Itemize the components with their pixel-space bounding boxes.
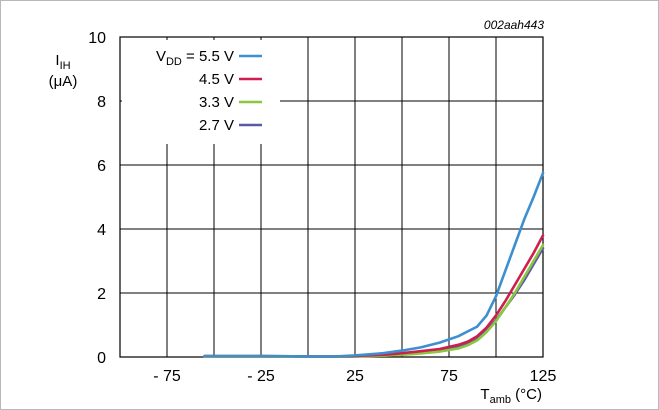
legend-label: VDD = 5.5 V	[156, 48, 234, 68]
x-axis-label-main: T	[480, 386, 489, 403]
series-line	[203, 243, 545, 358]
x-tick-label: - 75	[153, 368, 181, 385]
y-axis-label: IIH	[55, 52, 70, 72]
y-tick-label: 8	[97, 94, 106, 111]
y-tick-label: 2	[97, 286, 106, 303]
legend-prefix: V	[156, 48, 166, 65]
legend-prefix-equals: =	[182, 48, 199, 65]
y-axis-label-sub: IH	[60, 60, 71, 72]
legend-label: 3.3 V	[199, 94, 234, 111]
x-tick-label: 25	[346, 368, 364, 385]
figure-code: 002aah443	[484, 18, 544, 32]
x-axis-label-unit: (°C)	[511, 386, 542, 403]
y-axis-label-main: I	[55, 52, 59, 69]
legend-series-name: 4.5 V	[199, 71, 234, 88]
x-axis-tick-labels: - 75 - 25 25 75 125	[153, 368, 556, 385]
y-tick-label: 10	[88, 30, 106, 47]
series-line	[203, 171, 545, 358]
legend-prefix-sub: DD	[166, 56, 182, 68]
x-tick-label: 125	[530, 368, 557, 385]
x-tick-label: 75	[440, 368, 458, 385]
legend-series-name: 2.7 V	[199, 117, 234, 134]
legend-label: 2.7 V	[199, 117, 234, 134]
y-axis-unit: (μA)	[49, 73, 78, 90]
x-axis-label-sub: amb	[490, 394, 511, 406]
legend-series-name: 3.3 V	[199, 94, 234, 111]
y-tick-label: 4	[97, 222, 106, 239]
x-axis-label: Tamb (°C)	[480, 386, 542, 406]
y-tick-label: 6	[97, 158, 106, 175]
legend-background	[122, 40, 280, 144]
x-tick-label: - 25	[247, 368, 275, 385]
series-line	[203, 234, 545, 358]
y-tick-label: 0	[97, 350, 106, 367]
legend: VDD = 5.5 V 4.5 V 3.3 V 2.7 V	[122, 40, 280, 144]
grid	[120, 36, 544, 358]
legend-series-name: 5.5 V	[199, 48, 234, 65]
legend-label: 4.5 V	[199, 71, 234, 88]
series-layer	[203, 171, 545, 358]
y-axis-tick-labels: 0 2 4 6 8 10	[88, 30, 106, 367]
